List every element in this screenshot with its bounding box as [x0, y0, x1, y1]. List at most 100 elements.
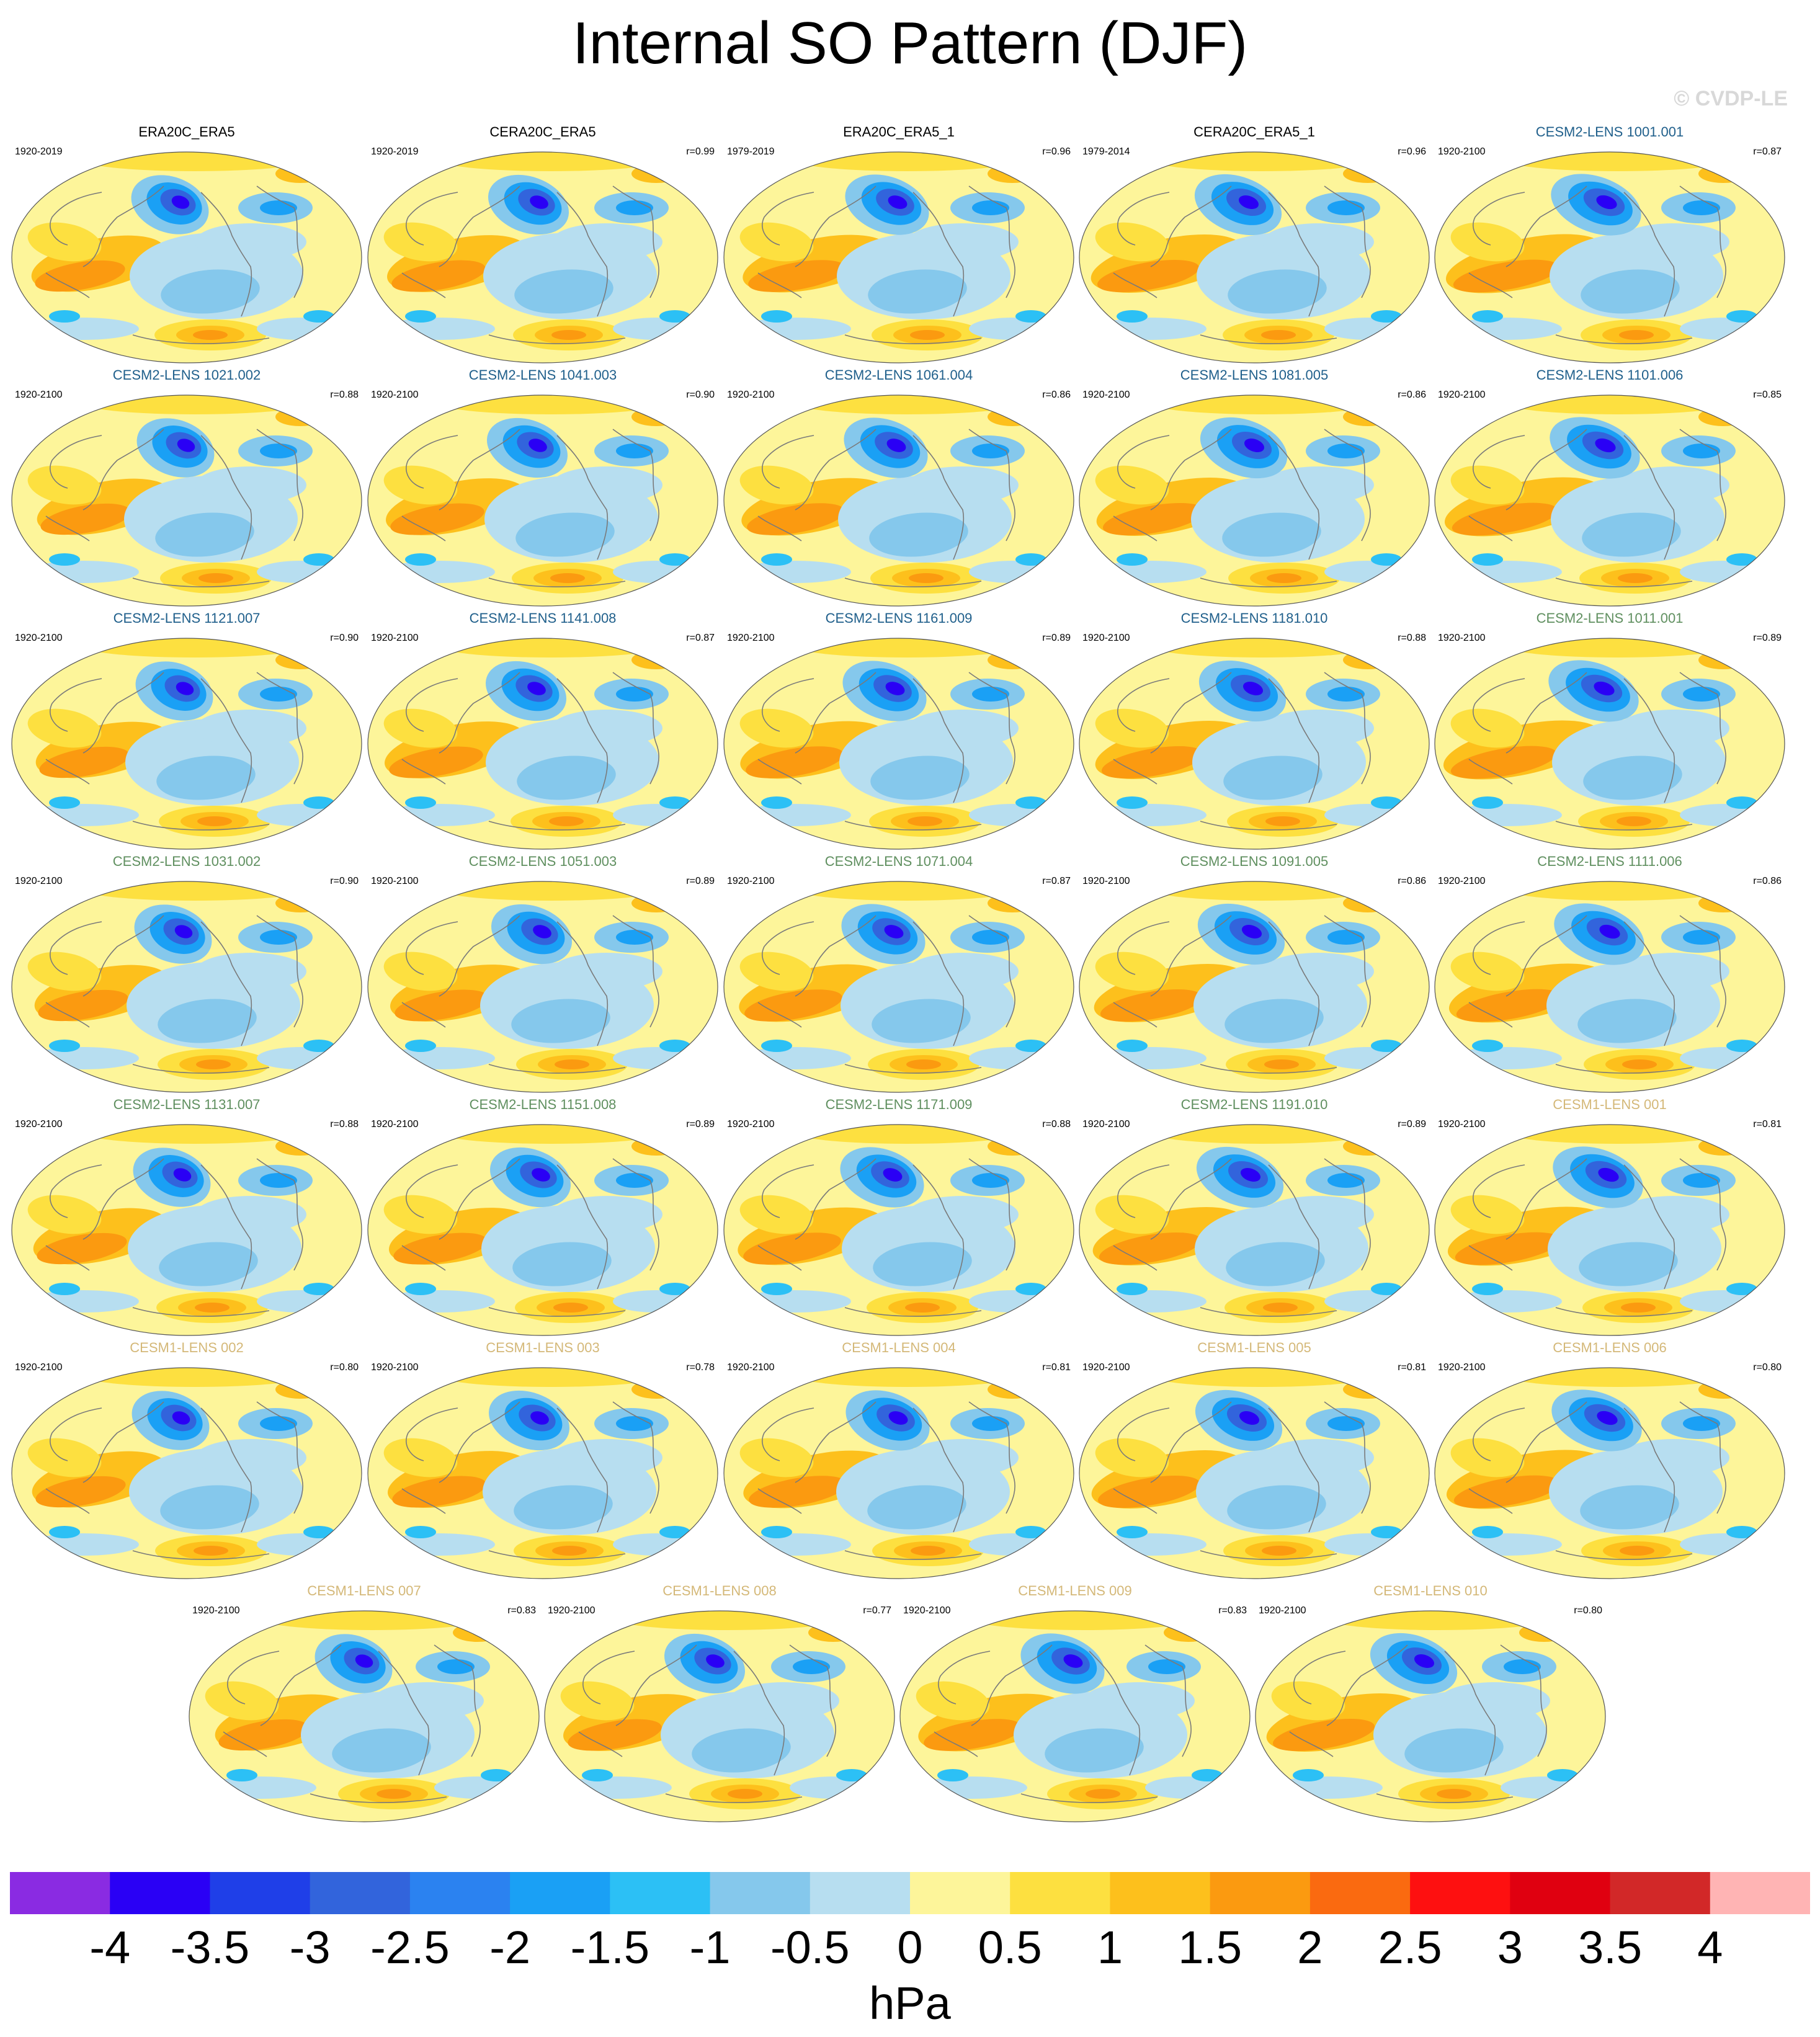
- anomaly-contour-region: [389, 746, 483, 778]
- coastline: [912, 192, 965, 317]
- anomaly-contour-region: [532, 1168, 550, 1182]
- anomaly-contour-region: [383, 952, 458, 991]
- panel-correlation: r=0.81: [1398, 1362, 1426, 1373]
- coastline: [200, 192, 252, 317]
- anomaly-contour-region: [1343, 164, 1393, 183]
- map-border: [11, 638, 362, 850]
- coastline: [1679, 185, 1726, 298]
- colorbar-tick: 2: [1297, 1922, 1323, 1973]
- coastline: [132, 1550, 270, 1560]
- panel-map: [1079, 151, 1430, 363]
- colorbar-tick: 1.5: [1178, 1922, 1242, 1973]
- panel-map: [723, 1124, 1074, 1336]
- colorbar-tick: 1: [1097, 1922, 1123, 1973]
- anomaly-contour-region: [761, 796, 792, 809]
- colorbar-swatch: [1410, 1872, 1510, 1914]
- coastline: [844, 1064, 982, 1074]
- anomaly-contour-region: [549, 816, 584, 826]
- coastline: [256, 1401, 303, 1514]
- panel-title: CESM2-LENS 1041.003: [468, 367, 617, 383]
- panel-title: ERA20C_ERA5: [138, 124, 235, 140]
- coastline: [1200, 334, 1337, 344]
- panel-title: CESM1-LENS 010: [1373, 1583, 1488, 1598]
- map-border: [1434, 881, 1785, 1093]
- anomaly-contour-region: [383, 561, 495, 583]
- anomaly-contour-region: [1148, 1659, 1185, 1674]
- anomaly-contour-region: [1015, 1040, 1046, 1052]
- anomaly-contour-region: [1324, 318, 1411, 340]
- map-border: [1079, 394, 1430, 607]
- anomaly-contour-region: [1683, 930, 1720, 945]
- anomaly-contour-region: [161, 269, 260, 314]
- anomaly-contour-region: [173, 1168, 192, 1182]
- coastline: [757, 1245, 802, 1271]
- anomaly-contour-region: [1015, 796, 1046, 809]
- anomaly-contour-region: [27, 1438, 102, 1478]
- anomaly-contour-region: [303, 1283, 334, 1295]
- coastline: [200, 1407, 252, 1533]
- panel-correlation: r=0.86: [1398, 390, 1426, 400]
- anomaly-contour-region: [512, 1242, 612, 1286]
- panel-correlation: r=0.96: [1042, 146, 1071, 157]
- coastline: [968, 185, 1015, 298]
- coastline: [200, 678, 252, 803]
- colorbar-swatch: [1710, 1872, 1810, 1914]
- anomaly-contour-region: [1117, 1040, 1148, 1052]
- coastline: [757, 272, 802, 298]
- anomaly-contour-region: [1117, 796, 1148, 809]
- coastline: [1113, 272, 1158, 298]
- anomaly-contour-region: [481, 1769, 512, 1781]
- anomaly-contour-region: [226, 1769, 257, 1781]
- anomaly-contour-region: [1450, 804, 1562, 826]
- anomaly-contour-region: [49, 1040, 80, 1052]
- anomaly-contour-region: [257, 318, 344, 340]
- map-panel: CESM2-LENS 1151.008 1920-2100 r=0.89: [365, 1097, 721, 1339]
- anomaly-contour-region: [1264, 1059, 1299, 1069]
- panel-title: CERA20C_ERA5: [489, 124, 596, 140]
- anomaly-contour-region: [905, 1303, 940, 1313]
- coastline: [1324, 429, 1371, 542]
- copyright-watermark: © CVDP-LE: [1674, 87, 1788, 110]
- anomaly-contour-region: [1224, 999, 1324, 1043]
- coastline: [1506, 429, 1587, 510]
- colorbar-swatch: [610, 1872, 711, 1914]
- anomaly-contour-region: [1324, 804, 1411, 826]
- map-panel: CESM2-LENS 1001.001 1920-2100 r=0.87: [1432, 124, 1788, 366]
- panel-title: CESM1-LENS 006: [1553, 1340, 1667, 1355]
- anomaly-contour-region: [1622, 1059, 1657, 1069]
- anomaly-contour-region: [1414, 1654, 1435, 1668]
- coastline: [1020, 1793, 1158, 1803]
- anomaly-contour-region: [616, 687, 653, 702]
- colorbar-tick: -3: [289, 1922, 331, 1973]
- map-panel: CESM2-LENS 1021.002 1920-2100 r=0.88: [9, 367, 365, 609]
- anomaly-contour-region: [870, 756, 970, 800]
- anomaly-contour-region: [35, 260, 125, 292]
- anomaly-contour-region: [1599, 924, 1620, 939]
- anomaly-contour-region: [383, 1290, 495, 1313]
- panel-correlation: r=0.90: [330, 633, 359, 643]
- coastline: [1500, 1644, 1547, 1757]
- anomaly-contour-region: [1726, 310, 1757, 323]
- anomaly-contour-region: [1437, 1789, 1471, 1799]
- anomaly-contour-region: [972, 200, 1009, 215]
- panel-correlation: r=0.85: [1753, 390, 1782, 400]
- anomaly-contour-region: [1450, 746, 1557, 779]
- coastline: [762, 1407, 814, 1461]
- anomaly-contour-region: [1726, 796, 1757, 809]
- anomaly-contour-region: [739, 1195, 814, 1234]
- map-panel: CESM2-LENS 1101.006 1920-2100 r=0.85: [1432, 367, 1788, 609]
- panel-correlation: r=0.86: [1753, 876, 1782, 886]
- anomaly-contour-region: [1117, 1283, 1148, 1295]
- panel-correlation: r=0.80: [1574, 1605, 1602, 1616]
- coastline: [556, 192, 609, 317]
- anomaly-contour-region: [1683, 687, 1720, 702]
- anomaly-contour-region: [888, 195, 908, 209]
- panel-map: [367, 1124, 718, 1336]
- anomaly-contour-region: [551, 1439, 662, 1476]
- coastline: [1113, 759, 1158, 785]
- panel-years: 1920-2100: [727, 1119, 775, 1130]
- map-panel: CESM1-LENS 006 1920-2100 r=0.80: [1432, 1340, 1788, 1582]
- coastline: [1555, 334, 1693, 344]
- map-border: [899, 1610, 1251, 1822]
- anomaly-contour-region: [40, 503, 131, 535]
